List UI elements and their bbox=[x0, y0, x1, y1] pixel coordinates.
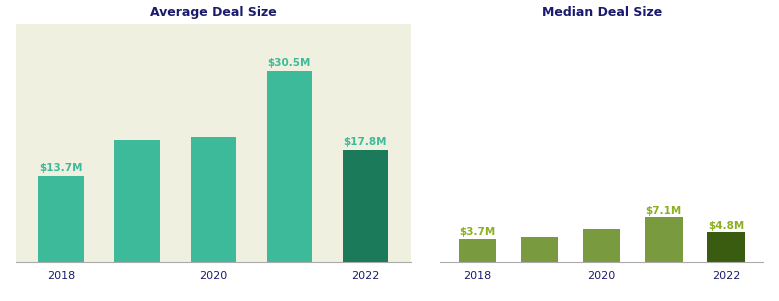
Title: Median Deal Size: Median Deal Size bbox=[541, 6, 661, 19]
Title: Average Deal Size: Average Deal Size bbox=[150, 6, 277, 19]
Bar bbox=[645, 217, 682, 262]
Bar bbox=[38, 176, 84, 262]
Bar bbox=[583, 229, 620, 262]
Bar bbox=[266, 71, 312, 262]
Text: $13.7M: $13.7M bbox=[40, 163, 83, 173]
Text: $30.5M: $30.5M bbox=[268, 58, 311, 68]
Bar bbox=[115, 140, 160, 262]
Text: $4.8M: $4.8M bbox=[708, 221, 744, 231]
Text: $17.8M: $17.8M bbox=[344, 137, 387, 147]
Bar bbox=[191, 137, 236, 262]
Bar bbox=[459, 239, 496, 262]
Text: $7.1M: $7.1M bbox=[646, 206, 682, 216]
Bar bbox=[707, 232, 745, 262]
Bar bbox=[520, 237, 558, 262]
Text: $3.7M: $3.7M bbox=[459, 228, 495, 237]
Bar bbox=[343, 150, 388, 262]
